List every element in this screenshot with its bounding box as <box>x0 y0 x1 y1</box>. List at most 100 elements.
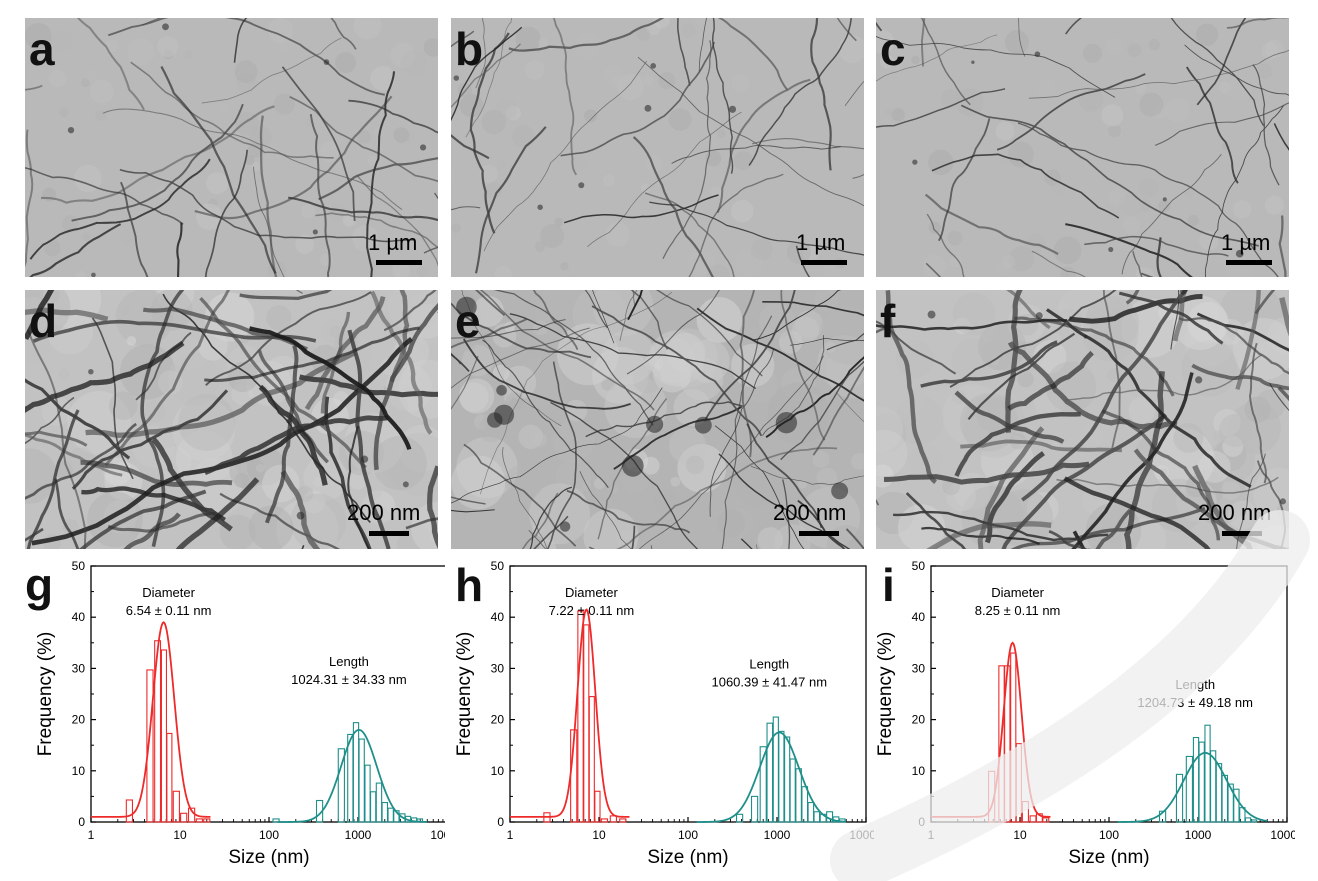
y-tick-label: 50 <box>912 559 926 573</box>
diameter-bar <box>583 624 590 823</box>
length-fit-curve <box>277 728 428 823</box>
length-bar <box>364 764 371 823</box>
length-bar <box>1215 763 1223 823</box>
panel-label: f <box>880 295 896 347</box>
scale-bar-label: 1 µm <box>368 230 418 255</box>
panel-label: b <box>455 23 484 75</box>
length-bar <box>784 736 791 823</box>
x-tick-label: 10000 <box>1270 828 1295 842</box>
diameter-bar <box>180 812 188 823</box>
micrograph-image <box>451 18 864 277</box>
diameter-bar <box>1029 815 1037 823</box>
x-tick-label: 100 <box>678 828 698 842</box>
y-axis-title: Frequency (%) <box>875 632 896 757</box>
y-tick-label: 30 <box>912 661 926 675</box>
diameter-bar <box>1021 800 1029 823</box>
micrograph-image <box>25 290 438 549</box>
diameter-bar <box>609 815 617 823</box>
chart-label: g <box>25 559 54 611</box>
y-tick-label: 30 <box>491 661 505 675</box>
x-axis-title: Size (nm) <box>228 847 309 868</box>
diameter-annotation-value: 6.54 ± 0.11 nm <box>126 603 212 618</box>
diameter-bar <box>154 640 162 823</box>
diameter-bar <box>166 732 173 823</box>
x-tick-label: 1 <box>88 828 95 842</box>
length-annotation-title: Length <box>749 656 789 671</box>
length-bar <box>358 738 365 823</box>
panel-label: a <box>29 23 55 75</box>
y-tick-label: 50 <box>491 559 505 573</box>
length-bar <box>1192 736 1200 823</box>
x-axis-title: Size (nm) <box>1068 847 1149 868</box>
diameter-bar <box>619 818 627 823</box>
length-bar <box>795 768 802 823</box>
chart-g: 0 10 20 30 40 50 1 10 100 1000 10000 Size (nm) Frequ… <box>25 558 464 876</box>
micrograph-image <box>451 290 864 549</box>
length-bar <box>801 786 809 823</box>
chart-h: 01020304050110100100010000Size (nm)Frequ… <box>444 558 883 876</box>
diameter-fit-curve <box>91 621 211 818</box>
length-annotation-value: 1024.31 ± 34.33 nm <box>291 672 407 687</box>
diameter-bar <box>1015 743 1022 823</box>
y-tick-label: 40 <box>72 610 86 624</box>
diameter-fit-curve <box>931 641 1051 818</box>
scale-bar <box>369 531 409 536</box>
length-bar <box>813 811 821 823</box>
length-bar <box>759 746 767 823</box>
diameter-annotation-title: Diameter <box>142 585 195 600</box>
diameter-bar <box>172 790 180 823</box>
y-tick-label: 50 <box>72 559 86 573</box>
x-tick-label: 100 <box>259 828 279 842</box>
scale-bar <box>376 260 422 265</box>
length-bar <box>1210 750 1217 823</box>
panel-label: c <box>880 23 906 75</box>
length-bar <box>1204 724 1211 823</box>
panel-label: e <box>455 295 481 347</box>
diameter-bar <box>146 669 154 823</box>
length-bar <box>370 791 377 823</box>
diameter-annotation-value: 7.22 ± 0.11 nm <box>549 603 635 618</box>
x-tick-label: 1 <box>928 828 935 842</box>
scale-bar-label: 200 nm <box>773 500 847 525</box>
x-tick-label: 10 <box>173 828 187 842</box>
diameter-bar <box>125 799 134 823</box>
y-tick-label: 30 <box>72 661 86 675</box>
chart-label: h <box>455 559 484 611</box>
length-bar <box>750 795 759 823</box>
scale-bar <box>1222 531 1262 536</box>
y-tick-label: 10 <box>72 764 86 778</box>
length-bar <box>352 722 360 823</box>
length-bar <box>778 730 785 823</box>
panel-label: d <box>29 295 58 347</box>
tem-panel-d: d 200 nm <box>25 290 438 549</box>
tem-panel-c: c 1 µm <box>876 18 1289 277</box>
histogram-svg: 01020304050110100100010000Size (nm)Frequ… <box>875 559 1304 868</box>
x-tick-label: 1000 <box>345 828 372 842</box>
y-axis-title: Frequency (%) <box>35 632 56 757</box>
y-tick-label: 0 <box>78 815 85 829</box>
y-tick-label: 20 <box>72 713 86 727</box>
length-bar <box>337 748 345 823</box>
y-tick-label: 10 <box>491 764 505 778</box>
histogram-svg: 01020304050110100100010000Size (nm)Frequ… <box>454 559 883 868</box>
diameter-bar <box>203 818 211 823</box>
length-bar <box>375 782 383 823</box>
length-bar <box>387 807 394 823</box>
length-bar <box>347 733 354 823</box>
x-tick-label: 100 <box>1099 828 1119 842</box>
diameter-bar <box>577 610 584 823</box>
tem-panel-e: e 200 nm <box>451 290 864 549</box>
x-tick-label: 1 <box>507 828 514 842</box>
x-tick-label: 10 <box>1013 828 1027 842</box>
length-bar <box>807 801 815 823</box>
length-fit-curve <box>696 731 847 823</box>
scale-bar <box>799 531 839 536</box>
y-tick-label: 20 <box>912 713 926 727</box>
x-tick-label: 10000 <box>430 828 445 842</box>
length-bar <box>272 818 280 823</box>
diameter-bar <box>588 696 595 823</box>
diameter-fit-curve <box>510 608 630 818</box>
length-annotation-value: 1204.73 ± 49.18 nm <box>1137 695 1253 710</box>
length-bar <box>766 722 774 823</box>
diameter-bar <box>1010 652 1017 823</box>
